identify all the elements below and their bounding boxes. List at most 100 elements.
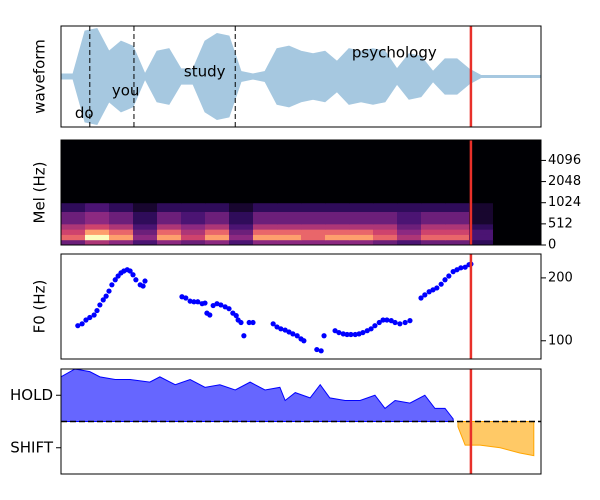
heatmap-cell [133,229,158,235]
heatmap-cell [277,234,302,241]
heatmap-cell [109,211,134,225]
f0-point [368,326,374,332]
f0-point [270,321,276,327]
f0-point [446,273,452,279]
heatmap-cell [517,140,541,204]
heatmap-cell [109,239,134,245]
heatmap-cell [469,140,494,204]
heatmap-cell [229,234,254,241]
f0-point [426,289,432,295]
heatmap-cell [373,211,398,225]
heatmap-cell [421,239,446,245]
heatmap-cell [373,229,398,235]
heatmap-cell [133,239,158,245]
heatmap-cell [517,239,541,245]
heatmap-cell [325,211,350,225]
heatmap-cell [157,229,182,235]
panel: Mel (Hz) 0 512 1024 2048 4096 [31,139,581,253]
f0-point [286,329,292,335]
f0-point [462,264,468,270]
f0-point [183,295,189,301]
heatmap-cell [517,223,541,230]
plot-area [61,369,541,457]
heatmap-cell [517,234,541,241]
heatmap-cell [277,202,302,212]
f0-point [109,282,115,288]
heatmap-cell [397,223,422,230]
f0-point [238,319,244,326]
f0-point [454,267,460,273]
heatmap-cell [493,234,518,241]
f0-point [290,331,296,337]
heatmap-cell [277,211,302,225]
f0-point [364,328,370,334]
heatmap-cell [421,229,446,235]
heatmap-cell [349,234,374,241]
heatmap-cell [229,202,254,212]
heatmap-cell [61,140,86,204]
f0-point [384,317,390,323]
heatmap-cell [205,140,230,204]
f0-point [94,307,100,314]
heatmap-cell [61,223,86,230]
heatmap-cell [205,223,230,230]
heatmap-cell [181,211,206,225]
heatmap-cell [373,140,398,204]
heatmap-cell [85,234,110,241]
f0-point [87,314,93,321]
f0-point [314,346,320,353]
heatmap-cell [205,229,230,235]
heatmap-cell [517,229,541,235]
heatmap-cell [61,211,86,225]
panel-frame [60,25,542,128]
f0-point [458,265,464,271]
f0-point [438,281,444,287]
heatmap-cell [181,140,206,204]
heatmap-cell [469,234,494,241]
f0-point [388,318,394,324]
f0-point [340,331,346,337]
f0-point [332,328,338,334]
heatmap-cell [61,202,86,212]
heatmap-cell [133,223,158,230]
y-tick-label: SHIFT [10,438,54,456]
heatmap-cell [349,202,374,212]
f0-point [392,319,398,326]
f0-point [397,321,403,327]
heatmap-cell [157,223,182,230]
f0-point [278,326,284,332]
heatmap-cell [421,223,446,230]
heatmap-cell [397,234,422,241]
heatmap-cell [301,223,326,230]
heatmap-cell [517,202,541,212]
heatmap-cell [493,211,518,225]
heatmap-cell [493,239,518,245]
heatmap-cell [373,202,398,212]
heatmap-cell [229,223,254,230]
panel: F0 (Hz) 100 200 [31,253,573,360]
heatmap-cell [469,211,494,225]
heatmap-cell [421,140,446,204]
heatmap-cell [469,202,494,212]
heatmap-cell [277,223,302,230]
f0-point [372,323,378,329]
heatmap-cell [445,202,470,212]
f0-point [301,338,307,344]
heatmap-cell [277,140,302,204]
heatmap-cell [205,234,230,241]
heatmap-cell [277,239,302,245]
plot-area [61,140,541,245]
f0-point [250,319,256,326]
f0-point [360,329,366,336]
heatmap-cell [397,202,422,212]
heatmap-cell [253,234,278,241]
heatmap-cell [325,223,350,230]
heatmap-cell [157,140,182,204]
heatmap-cell [397,239,422,245]
f0-point [407,318,413,324]
f0-point [430,287,436,293]
waveform-lower [61,76,541,126]
heatmap-cell [181,239,206,245]
panel-frame [60,368,542,475]
